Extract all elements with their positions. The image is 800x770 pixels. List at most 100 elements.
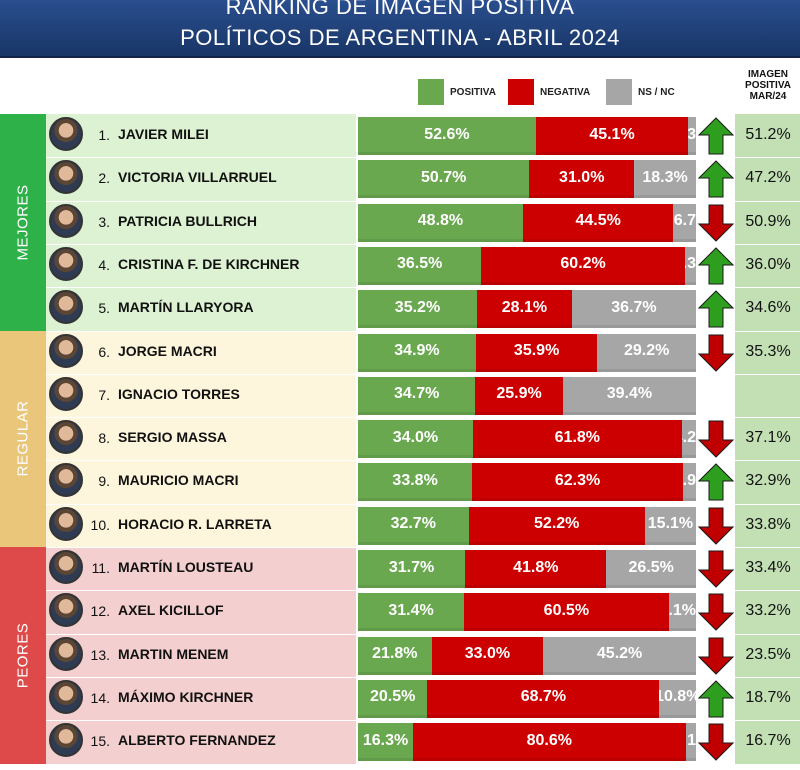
bar-segment-nsnc: 45.2% bbox=[543, 636, 696, 675]
politician-name: PATRICIA BULLRICH bbox=[118, 212, 257, 229]
row-separator bbox=[46, 720, 800, 722]
bar-segment-negativa: 41.8% bbox=[465, 550, 607, 588]
stacked-bar: 31.7% 41.8% 26.5% bbox=[358, 550, 696, 588]
ranking-row: 14. MÁXIMO KIRCHNER 20.5%68.7%10.8% 18.7% bbox=[0, 677, 800, 720]
bar-segment-negativa: 31.0% bbox=[529, 160, 635, 199]
previous-positive-image-value: 51.2% bbox=[745, 126, 791, 143]
ranking-row: 12. AXEL KICILLOF 31.4%60.5%8.1% 33.2% bbox=[0, 590, 800, 633]
previous-positive-image-value: 37.1% bbox=[745, 429, 791, 447]
stacked-bar: 50.7% 31.0% 18.3% bbox=[358, 160, 696, 199]
stacked-bar: 52.6%45.1%2.3 bbox=[358, 117, 696, 155]
bar-segment-nsnc: 2.3 bbox=[688, 117, 696, 155]
politician-avatar bbox=[49, 506, 83, 541]
ranking-row: 3. PATRICIA BULLRICH 48.8% 44.5% 6.7 50.9% bbox=[0, 201, 800, 244]
row-separator bbox=[46, 373, 800, 375]
stacked-bar: 31.4%60.5%8.1% bbox=[358, 593, 696, 632]
bar-segment-positiva: 36.5% bbox=[358, 246, 482, 285]
rank-number: 7. bbox=[98, 386, 110, 403]
previous-positive-image-value: 33.8% bbox=[745, 515, 791, 533]
trend-down-arrow-icon bbox=[697, 593, 735, 632]
politician-name: JAVIER MILEI bbox=[118, 126, 209, 142]
row-separator bbox=[46, 590, 800, 592]
legend-swatch-nsnc bbox=[606, 79, 632, 105]
stacked-bar: 34.7% 25.9% 39.4% bbox=[358, 376, 696, 415]
previous-positive-image-value: 36.0% bbox=[745, 255, 791, 273]
politician-name: HORACIO R. LARRETA bbox=[118, 515, 272, 532]
bar-segment-nsnc: 15.1% bbox=[644, 506, 696, 545]
row-separator bbox=[46, 200, 800, 202]
legend-label-nsnc: NS / NC bbox=[638, 86, 675, 98]
trend-up-arrow-icon bbox=[697, 680, 735, 718]
rank-number: 6. bbox=[98, 343, 110, 360]
politician-avatar bbox=[49, 203, 83, 238]
politician-avatar bbox=[49, 463, 83, 498]
bar-segment-nsnc: 39.4% bbox=[562, 376, 696, 415]
rank-number: 2. bbox=[98, 170, 110, 187]
previous-positive-image-value: 23.5% bbox=[745, 645, 791, 663]
bar-segment-positiva: 48.8% bbox=[358, 203, 523, 242]
legend-negativa: NEGATIVA bbox=[508, 79, 590, 105]
politician-name: AXEL KICILLOF bbox=[118, 602, 224, 619]
bar-segment-negativa: 68.7% bbox=[427, 679, 660, 718]
row-separator bbox=[46, 503, 800, 505]
column-header-line1: IMAGEN bbox=[748, 69, 788, 80]
rank-number: 11. bbox=[91, 560, 110, 576]
legend-swatch-positiva bbox=[418, 79, 444, 105]
politician-name: MARTÍN LLARYORA bbox=[118, 299, 254, 316]
bar-segment-positiva: 21.8% bbox=[358, 636, 432, 675]
trend-down-arrow-icon bbox=[697, 637, 735, 675]
stacked-bar: 16.3%80.6%3.1 bbox=[358, 723, 696, 762]
politician-name: IGNACIO TORRES bbox=[118, 385, 240, 402]
rank-number: 1. bbox=[98, 127, 110, 143]
row-separator bbox=[46, 676, 800, 678]
group-name-bg-0 bbox=[46, 114, 356, 331]
previous-positive-image-value: 16.7% bbox=[745, 732, 791, 750]
bar-segment-nsnc: 3.9 bbox=[682, 463, 696, 502]
bar-segment-negativa: 25.9% bbox=[475, 376, 563, 415]
group-name-bg-1 bbox=[46, 330, 356, 547]
rank-number: 12. bbox=[90, 603, 110, 620]
ranking-row: 13. MARTIN MENEM 21.8% 33.0% 45.2% 23.5% bbox=[0, 634, 800, 677]
bar-segment-negativa: 62.3% bbox=[472, 463, 683, 502]
legend-label-positiva: POSITIVA bbox=[450, 86, 496, 98]
ranking-row: 6. JORGE MACRI 34.9% 35.9% 29.2% 35.3% bbox=[0, 331, 800, 374]
bar-segment-negativa: 33.0% bbox=[431, 636, 544, 675]
politician-name: ALBERTO FERNANDEZ bbox=[118, 732, 276, 749]
bar-segment-negativa: 35.9% bbox=[475, 333, 598, 372]
politician-name: SERGIO MASSA bbox=[118, 429, 227, 446]
rank-number: 14. bbox=[90, 689, 110, 706]
politician-avatar bbox=[49, 117, 83, 151]
ranking-row: 1. JAVIER MILEI 52.6%45.1%2.3 51.2% bbox=[0, 114, 800, 157]
stacked-bar: 21.8% 33.0% 45.2% bbox=[358, 636, 696, 675]
bar-segment-nsnc: 18.3% bbox=[634, 160, 696, 199]
bar-segment-positiva: 31.7% bbox=[358, 550, 466, 588]
politician-name: VICTORIA VILLARRUEL bbox=[118, 169, 277, 186]
trend-up-arrow-icon bbox=[697, 247, 735, 285]
previous-image-column-header: IMAGEN POSITIVA MAR/24 bbox=[736, 69, 800, 102]
trend-down-arrow-icon bbox=[697, 507, 735, 545]
bar-segment-negativa: 44.5% bbox=[522, 203, 674, 242]
previous-positive-image-value: 33.4% bbox=[745, 559, 791, 576]
trend-down-arrow-icon bbox=[697, 334, 735, 372]
rank-number: 13. bbox=[90, 646, 110, 663]
row-separator bbox=[46, 243, 800, 245]
politician-avatar bbox=[49, 636, 83, 671]
politician-name: MARTIN MENEM bbox=[118, 645, 229, 662]
bar-segment-negativa: 45.1% bbox=[535, 117, 689, 155]
legend-nsnc: NS / NC bbox=[606, 79, 675, 105]
stacked-bar: 33.8%62.3%3.9 bbox=[358, 463, 696, 502]
row-separator bbox=[46, 287, 800, 289]
politician-name: CRISTINA F. DE KIRCHNER bbox=[118, 255, 300, 272]
trend-down-arrow-icon bbox=[697, 204, 735, 242]
group-band-0 bbox=[0, 114, 46, 331]
row-separator bbox=[46, 157, 800, 159]
group-band-2 bbox=[0, 547, 46, 764]
ranking-row: 2. VICTORIA VILLARRUEL 50.7% 31.0% 18.3% 47.2… bbox=[0, 157, 800, 200]
row-separator bbox=[46, 633, 800, 635]
row-separator bbox=[46, 330, 800, 332]
rank-number: 4. bbox=[98, 256, 110, 273]
ranking-row: 11. MARTÍN LOUSTEAU 31.7% 41.8% 26.5% 33.4% bbox=[0, 547, 800, 590]
trend-down-arrow-icon bbox=[697, 550, 735, 588]
rank-number: 15. bbox=[90, 733, 110, 750]
politician-avatar bbox=[49, 160, 83, 195]
